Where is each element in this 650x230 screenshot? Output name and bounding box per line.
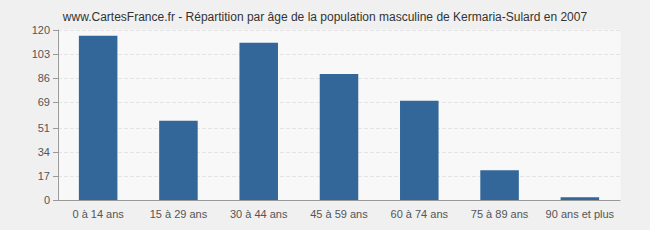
svg-text:30 à 44 ans: 30 à 44 ans	[230, 208, 288, 220]
svg-text:45 à 59 ans: 45 à 59 ans	[310, 208, 368, 220]
svg-text:0: 0	[44, 194, 50, 206]
svg-text:17: 17	[38, 170, 50, 182]
svg-text:51: 51	[38, 122, 50, 134]
svg-text:www.CartesFrance.fr - Répartit: www.CartesFrance.fr - Répartition par âg…	[62, 10, 588, 24]
svg-text:60 à 74 ans: 60 à 74 ans	[391, 208, 449, 220]
svg-text:34: 34	[38, 146, 50, 158]
svg-text:69: 69	[38, 96, 50, 108]
svg-text:90 ans et plus: 90 ans et plus	[546, 208, 615, 220]
svg-text:75 à 89 ans: 75 à 89 ans	[471, 208, 529, 220]
svg-text:120: 120	[32, 24, 50, 36]
svg-text:0 à 14 ans: 0 à 14 ans	[72, 208, 124, 220]
svg-text:103: 103	[32, 48, 50, 60]
svg-text:15 à 29 ans: 15 à 29 ans	[150, 208, 208, 220]
svg-text:86: 86	[38, 72, 50, 84]
